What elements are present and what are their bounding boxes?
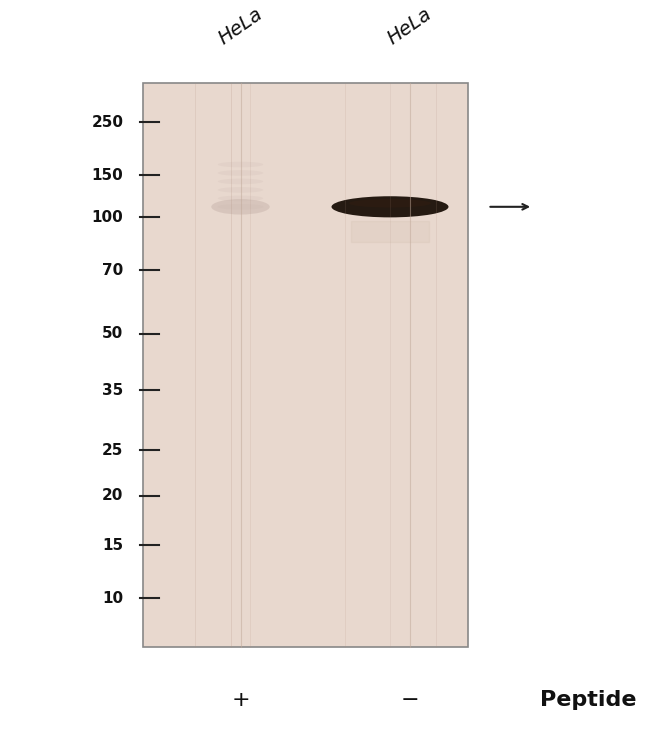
Ellipse shape <box>218 195 263 201</box>
Ellipse shape <box>218 204 263 209</box>
Bar <box>143 83 468 647</box>
Ellipse shape <box>218 187 263 193</box>
Text: 10: 10 <box>103 591 124 605</box>
Ellipse shape <box>218 170 263 176</box>
Text: 70: 70 <box>102 263 124 277</box>
Text: 25: 25 <box>102 443 124 458</box>
Text: 250: 250 <box>92 115 124 130</box>
Ellipse shape <box>211 199 270 214</box>
Text: 20: 20 <box>102 488 124 504</box>
Ellipse shape <box>349 199 431 207</box>
Ellipse shape <box>332 196 448 217</box>
Text: −: − <box>400 690 419 710</box>
Ellipse shape <box>218 162 263 168</box>
Text: +: + <box>231 690 250 710</box>
Text: 35: 35 <box>102 383 124 397</box>
Text: Peptide: Peptide <box>541 690 637 710</box>
Text: HeLa: HeLa <box>384 4 436 48</box>
Text: 150: 150 <box>92 168 124 182</box>
Text: HeLa: HeLa <box>214 4 266 48</box>
Ellipse shape <box>218 179 263 184</box>
Text: 15: 15 <box>103 538 124 553</box>
Text: 100: 100 <box>92 210 124 225</box>
Text: 50: 50 <box>102 326 124 341</box>
